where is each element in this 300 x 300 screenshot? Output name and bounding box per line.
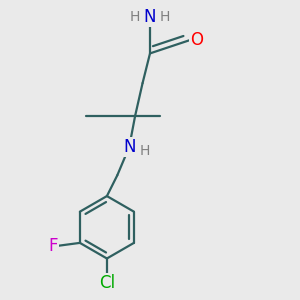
Text: O: O [190,31,203,49]
Text: H: H [140,144,150,158]
Text: N: N [144,8,156,26]
Text: N: N [123,138,135,156]
Text: H: H [130,10,140,24]
Text: Cl: Cl [99,274,115,292]
Text: F: F [48,237,58,255]
Text: H: H [160,10,170,24]
